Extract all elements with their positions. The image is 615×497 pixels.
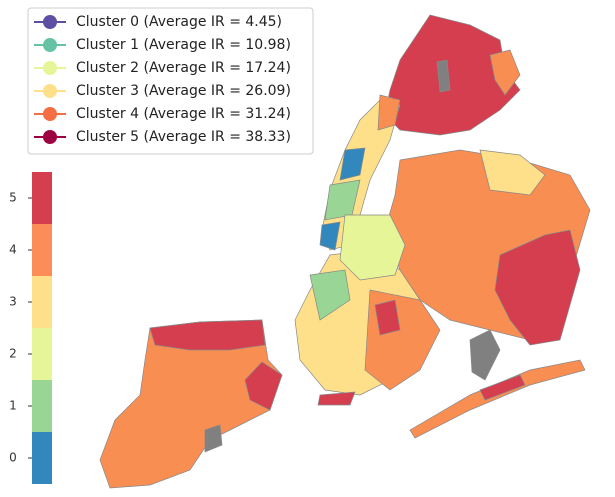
legend-marker: [43, 61, 57, 75]
tick-label: 1: [9, 399, 17, 413]
queens-north: [479, 149, 546, 196]
brooklyn-north: [339, 214, 406, 281]
tick: 2: [9, 347, 32, 361]
legend-label: Cluster 0 (Average IR = 4.45): [76, 14, 282, 30]
legend-box: [27, 7, 314, 155]
staten-island-east: [244, 361, 283, 411]
legend-label: Cluster 4 (Average IR = 31.24): [76, 106, 291, 122]
manhattan-mid: [319, 221, 341, 251]
tick-label: 0: [9, 451, 17, 465]
tick-label: 4: [9, 243, 17, 257]
manhattan-north: [377, 94, 401, 131]
queens-east: [494, 229, 581, 346]
park: [436, 59, 451, 93]
bronx-east: [489, 49, 521, 96]
legend-label: Cluster 1 (Average IR = 10.98): [76, 37, 291, 53]
legend-label: Cluster 5 (Average IR = 38.33): [76, 129, 291, 145]
legend: Cluster 0 (Average IR = 4.45) Cluster 1 (…: [27, 7, 314, 155]
tick: 4: [9, 243, 32, 257]
park: [204, 424, 223, 453]
manhattan-harlem: [339, 147, 366, 181]
legend-label: Cluster 2 (Average IR = 17.24): [76, 60, 291, 76]
map: [99, 14, 591, 489]
legend-marker: [43, 15, 57, 29]
tick-label: 3: [9, 295, 17, 309]
legend-marker: [43, 84, 57, 98]
tick-label: 2: [9, 347, 17, 361]
brooklyn-west: [309, 269, 351, 321]
rockaway-red: [479, 374, 526, 401]
colorbar: 0 1 2 3 4 5: [9, 172, 52, 484]
tick: 1: [9, 399, 32, 413]
legend-marker: [43, 107, 57, 121]
colorbar-segment: [32, 224, 52, 276]
staten-island-north: [149, 319, 266, 351]
legend-marker: [43, 38, 57, 52]
brooklyn-red: [374, 299, 401, 336]
tick: 0: [9, 451, 32, 465]
jamaica-bay: [469, 329, 501, 381]
staten-island: [99, 319, 283, 489]
legend-marker: [43, 130, 57, 144]
colorbar-segment: [32, 276, 52, 328]
tick: 3: [9, 295, 32, 309]
colorbar-segment: [32, 328, 52, 380]
colorbar-segment: [32, 380, 52, 432]
tick: 5: [9, 191, 32, 205]
colorbar-segment: [32, 172, 52, 224]
coney-island: [317, 391, 356, 406]
tick-label: 5: [9, 191, 17, 205]
legend-label: Cluster 3 (Average IR = 26.09): [76, 83, 291, 99]
rockaway: [409, 359, 586, 439]
colorbar-segment: [32, 432, 52, 484]
